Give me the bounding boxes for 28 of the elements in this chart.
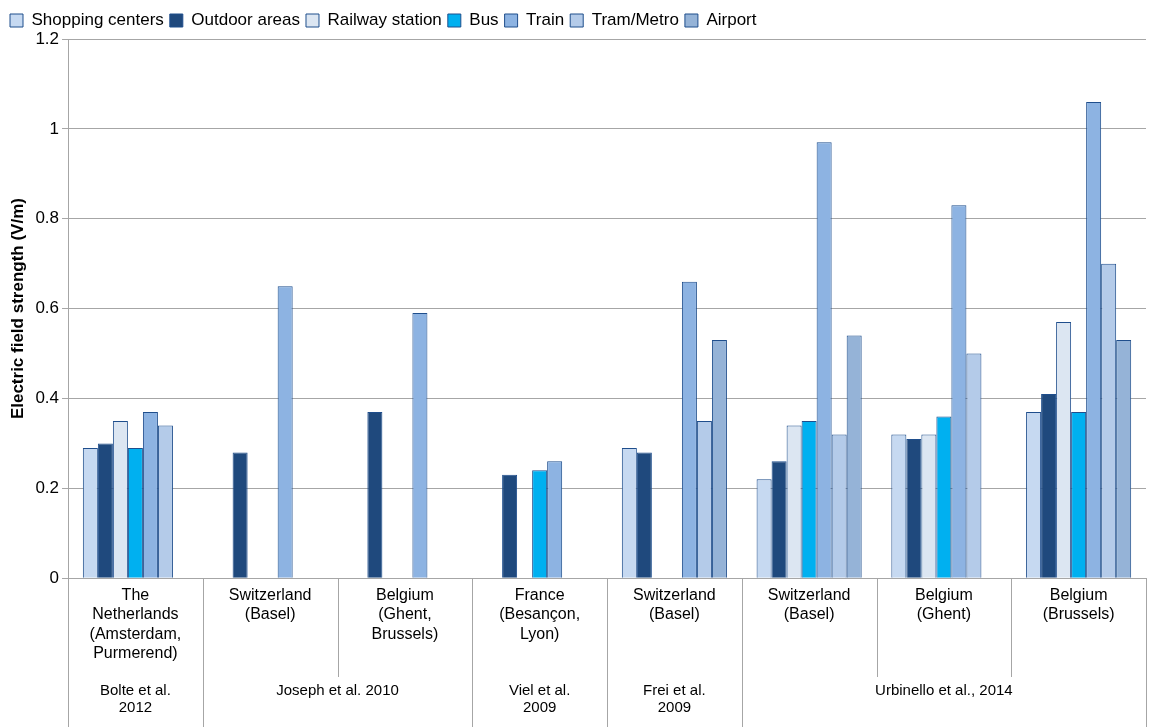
y-tick-label: 0.6 — [35, 298, 60, 318]
y-tick-label: 0.4 — [35, 388, 60, 408]
y-tick-label: 1.2 — [35, 28, 60, 48]
x-tick-label: Switzerland (Basel) — [228, 586, 312, 623]
text: Joseph et al. 2010 — [276, 681, 399, 699]
y-tick-label: 0.8 — [35, 208, 60, 228]
legend-label: Railway station — [327, 10, 442, 30]
x-tick-label: The Netherlands (Amsterdam, Purmerend) — [89, 586, 182, 661]
text: Bolte et al. 2012 — [99, 681, 171, 716]
y-tick-label: 1 — [49, 118, 60, 138]
legend-label: Outdoor areas — [191, 10, 300, 30]
x-tick-label: France (Besançon, Lyon) — [499, 586, 581, 642]
x-tick-label: Switzerland (Basel) — [767, 586, 851, 623]
text: Viel et al. 2009 — [508, 681, 571, 716]
legend-label: Train — [526, 10, 565, 30]
legend-label: Airport — [706, 10, 757, 30]
y-tick-label: 0 — [49, 567, 60, 587]
x-tick-label: Belgium (Ghent) — [914, 586, 973, 623]
x-tick-label: Switzerland (Basel) — [633, 586, 716, 623]
legend-label: Bus — [469, 10, 499, 30]
text: Urbinello et al., 2014 — [875, 681, 1013, 699]
y-tick-label: 0.2 — [35, 478, 60, 498]
x-tick-label: Belgium (Ghent, Brussels) — [371, 586, 439, 642]
text: Frei et al. 2009 — [643, 681, 706, 716]
x-tick-label: Belgium (Brussels) — [1042, 586, 1115, 623]
legend-label: Shopping centers — [31, 10, 164, 30]
legend-label: Tram/Metro — [591, 10, 679, 30]
y-axis-title: Electric field strength (V/m) — [7, 198, 27, 420]
